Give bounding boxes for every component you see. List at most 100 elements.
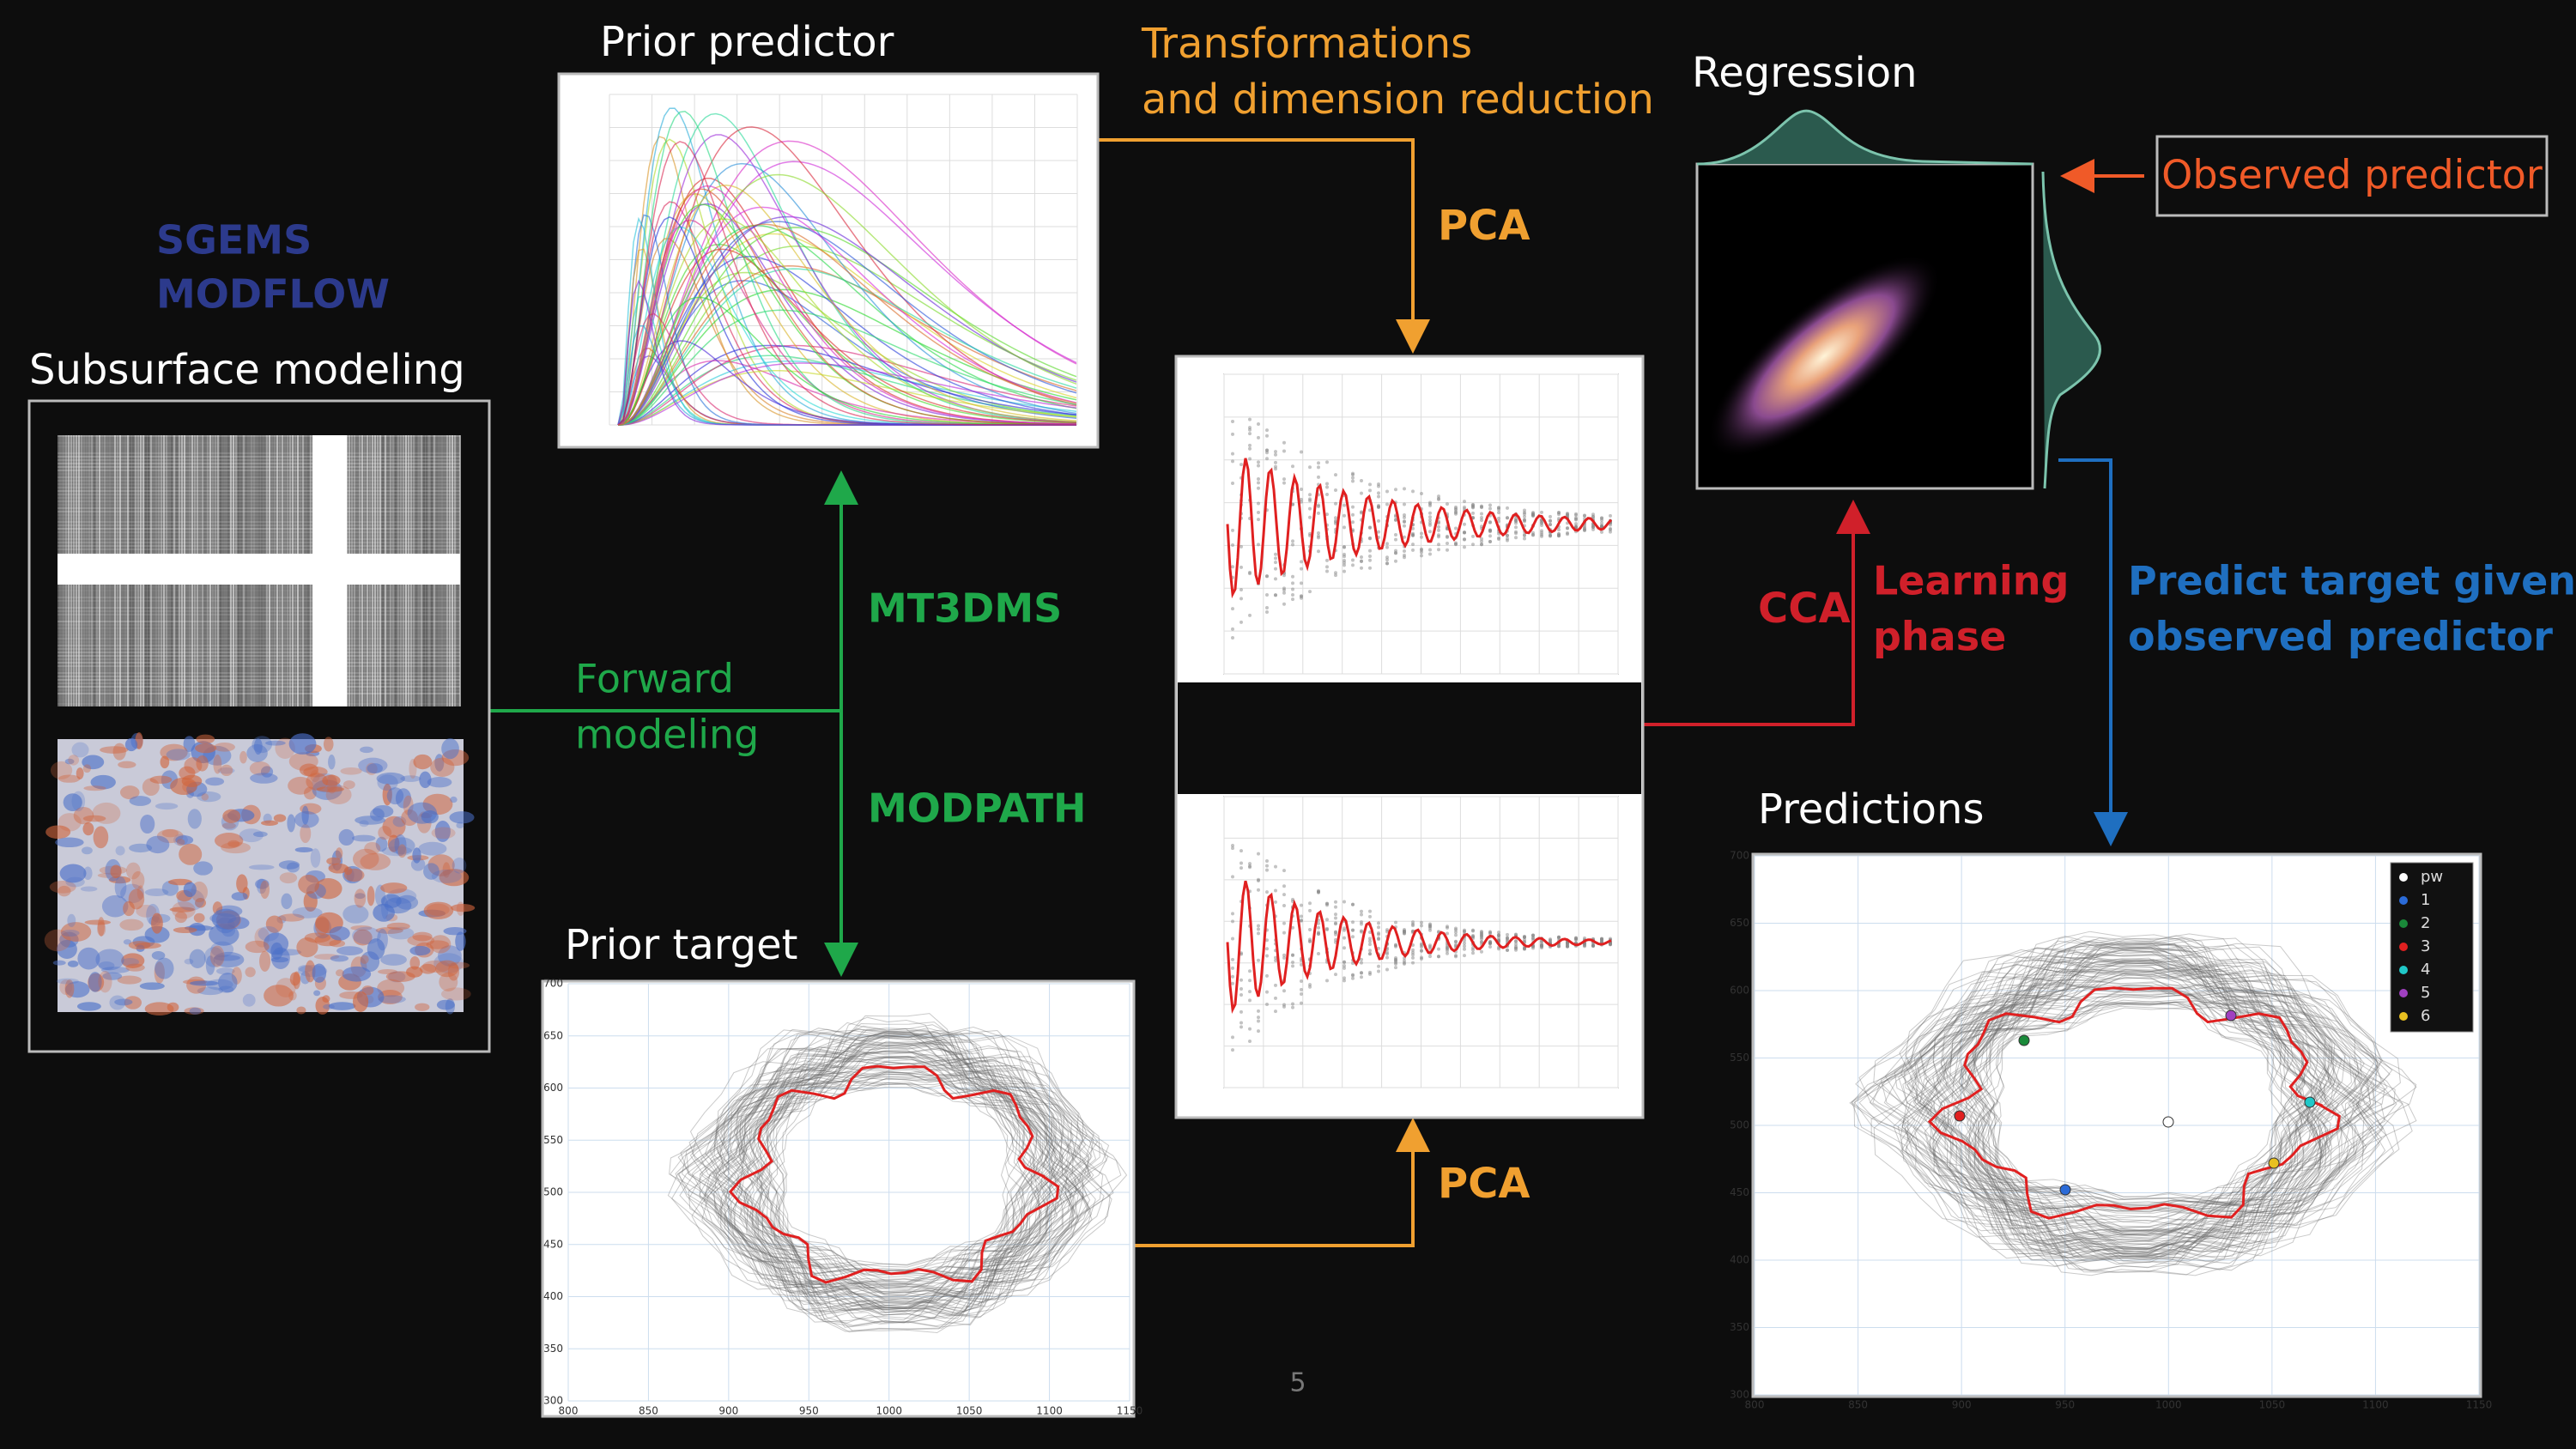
blob [149, 775, 173, 784]
dot [1385, 930, 1389, 934]
blob [353, 991, 369, 1012]
blob [179, 843, 203, 865]
realization [1899, 937, 2403, 1271]
dot [1428, 955, 1432, 959]
dot [1257, 501, 1260, 506]
dot [1231, 607, 1234, 611]
realization [757, 1057, 1044, 1297]
dot [1463, 500, 1466, 504]
dot [1274, 983, 1277, 987]
dot [1282, 989, 1286, 993]
stripe [58, 528, 460, 530]
realization [1883, 961, 2365, 1246]
blob [375, 836, 388, 852]
stripe [58, 682, 460, 684]
dot [1574, 513, 1578, 518]
blob [248, 864, 275, 870]
blob [245, 967, 256, 978]
dot [1531, 512, 1535, 517]
realization [667, 1048, 1111, 1312]
dot [1265, 574, 1269, 579]
dot [1385, 950, 1389, 955]
dot [1566, 532, 1569, 537]
dot [1480, 518, 1483, 523]
blob [288, 733, 317, 755]
dot [1265, 593, 1269, 597]
dot [1308, 590, 1312, 594]
dot [1446, 548, 1449, 552]
blob [173, 926, 197, 933]
dot [1497, 537, 1500, 541]
legend-label: pw [2421, 868, 2443, 886]
realization [1951, 943, 2309, 1258]
plot-frame [541, 979, 1136, 1418]
realization [689, 1055, 1097, 1286]
blob [121, 957, 140, 967]
blob [386, 922, 410, 931]
blob [231, 892, 248, 901]
dot [1549, 514, 1552, 518]
dot [1231, 528, 1234, 532]
dot [1343, 966, 1346, 970]
blob [56, 978, 79, 985]
dot [1591, 524, 1595, 529]
blob [118, 761, 136, 769]
blob [125, 963, 145, 972]
dot [1600, 530, 1603, 534]
blob [441, 987, 471, 1001]
dot [1514, 525, 1518, 530]
blob [364, 841, 381, 855]
well-point [1954, 1110, 1966, 1122]
curve [617, 296, 1076, 426]
dot [1497, 931, 1500, 935]
dot [1265, 890, 1269, 894]
dot [1334, 912, 1337, 917]
blob [292, 906, 323, 919]
dot [1248, 613, 1252, 617]
dot [1385, 955, 1389, 960]
blob [429, 935, 452, 954]
dot [1420, 550, 1423, 555]
blob [382, 783, 392, 806]
dot [1566, 513, 1569, 518]
dot [1488, 945, 1492, 949]
legend-label: 1 [2421, 891, 2430, 909]
dot [1523, 533, 1526, 537]
dot [1351, 479, 1355, 483]
blob [119, 785, 140, 800]
dot [1334, 921, 1337, 925]
dot [1291, 587, 1294, 591]
dot [1291, 597, 1294, 602]
blob [67, 913, 76, 927]
dot [1394, 956, 1397, 961]
dot [1531, 934, 1535, 938]
dot [1248, 457, 1252, 461]
dot [1437, 955, 1440, 959]
dot [1411, 950, 1415, 955]
dot [1231, 966, 1234, 970]
blob [102, 972, 123, 980]
stripe [58, 627, 460, 629]
realization [721, 1070, 1063, 1288]
realization [700, 1074, 1082, 1269]
dot [1343, 928, 1346, 932]
dot [1523, 512, 1526, 516]
stripe [58, 507, 460, 509]
realization [713, 1047, 1090, 1295]
y-tick-label: 650 [1730, 917, 1749, 929]
blob [140, 814, 155, 834]
blob [377, 979, 405, 997]
dot [1368, 537, 1372, 541]
dot [1488, 506, 1492, 511]
realization [1964, 1001, 2311, 1199]
dot [1377, 494, 1380, 499]
dot [1240, 597, 1243, 601]
blob [110, 864, 122, 879]
dot [1257, 486, 1260, 490]
stripe [58, 470, 460, 471]
blob [151, 950, 166, 961]
realization [715, 1029, 1089, 1316]
dot [1257, 1029, 1260, 1034]
dot [1325, 493, 1329, 497]
